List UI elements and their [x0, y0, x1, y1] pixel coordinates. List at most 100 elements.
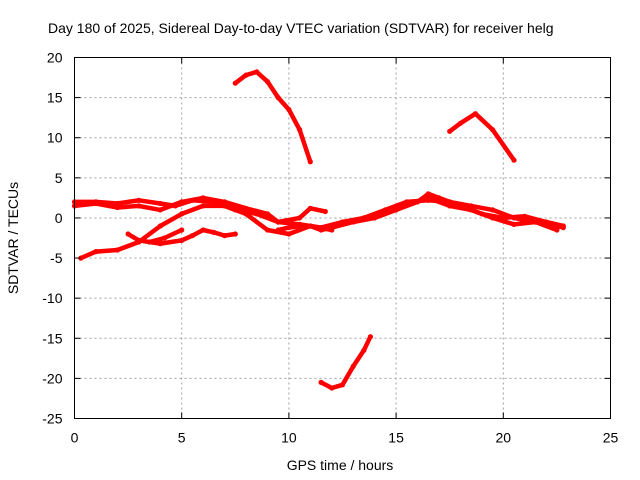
data-point: [125, 231, 131, 237]
series-track-8: [233, 69, 313, 165]
data-point: [275, 219, 281, 225]
data-point: [161, 235, 168, 241]
data-point: [490, 127, 496, 133]
axis-ticks: 0 5 10 15 20 25 -25 -20 -15 -10 -5 0 5 10 15 20: [42, 50, 618, 446]
data-point: [532, 219, 539, 225]
data-series: [71, 69, 566, 391]
data-point: [318, 379, 324, 385]
y-tick-label: 5: [55, 170, 63, 186]
data-point: [297, 127, 303, 133]
data-point: [211, 229, 217, 235]
data-point: [243, 72, 249, 78]
y-tick-label: -5: [50, 250, 63, 266]
data-point: [222, 203, 228, 209]
data-point: [457, 120, 463, 126]
x-tick-label: 10: [281, 430, 297, 446]
y-tick-label: -10: [42, 290, 62, 306]
data-point: [367, 334, 373, 340]
data-point: [361, 347, 367, 353]
data-point: [264, 227, 271, 233]
data-point: [179, 227, 185, 233]
x-axis-label: GPS time / hours: [287, 457, 394, 473]
data-point: [490, 207, 496, 213]
data-point: [275, 227, 281, 233]
data-point: [179, 199, 185, 205]
data-point: [414, 199, 421, 205]
data-point: [189, 233, 195, 239]
grid-lines: [74, 57, 611, 419]
data-point: [254, 69, 260, 75]
y-tick-label: 10: [47, 130, 63, 146]
data-point: [329, 225, 335, 231]
data-point: [490, 215, 496, 221]
data-point: [307, 205, 313, 211]
chart-title: Day 180 of 2025, Sidereal Day-to-day VTE…: [48, 20, 554, 36]
series-track-9: [447, 111, 517, 163]
data-point: [275, 95, 281, 101]
data-point: [329, 385, 335, 391]
x-tick-label: 20: [496, 430, 512, 446]
data-point: [350, 219, 356, 225]
data-point: [372, 215, 378, 221]
y-axis-label: SDTVAR / TECUs: [5, 182, 21, 294]
data-point: [136, 237, 142, 243]
data-point: [136, 197, 142, 203]
data-point: [322, 208, 328, 215]
data-point: [114, 247, 120, 253]
data-point: [297, 223, 303, 229]
data-point: [393, 207, 399, 213]
data-point: [350, 363, 356, 369]
data-point: [318, 227, 324, 233]
y-tick-label: 15: [47, 90, 63, 106]
series-track-10: [318, 334, 373, 391]
data-point: [447, 128, 453, 134]
data-point: [560, 223, 566, 229]
data-point: [200, 203, 206, 209]
data-point: [157, 223, 163, 229]
data-point: [157, 241, 163, 247]
x-tick-label: 5: [178, 430, 186, 446]
data-point: [114, 200, 120, 207]
data-point: [511, 221, 517, 227]
data-point: [264, 79, 271, 85]
data-point: [157, 207, 163, 213]
data-point: [146, 239, 153, 245]
y-tick-label: 20: [47, 50, 63, 66]
data-point: [468, 207, 474, 213]
data-point: [264, 211, 271, 217]
data-point: [243, 205, 249, 211]
data-point: [232, 231, 238, 237]
y-tick-label: -15: [42, 330, 62, 346]
data-point: [307, 159, 313, 165]
data-point: [472, 111, 478, 117]
x-tick-label: 0: [71, 430, 79, 446]
data-point: [114, 204, 120, 211]
data-point: [286, 225, 292, 231]
data-point: [136, 203, 142, 209]
data-point: [425, 191, 431, 197]
data-point: [286, 107, 292, 113]
series-track-2: [72, 195, 328, 225]
data-point: [78, 255, 84, 261]
data-point: [222, 199, 228, 205]
data-point: [297, 215, 303, 221]
data-point: [93, 249, 99, 255]
y-tick-label: -25: [42, 411, 62, 427]
data-point: [522, 213, 528, 219]
data-point: [307, 223, 313, 229]
data-point: [200, 195, 206, 201]
x-tick-label: 25: [603, 430, 619, 446]
data-point: [200, 227, 206, 233]
data-point: [157, 200, 163, 207]
y-tick-label: 0: [55, 210, 63, 226]
data-point: [425, 195, 431, 201]
data-point: [179, 211, 185, 217]
data-point: [447, 203, 453, 209]
data-point: [232, 80, 238, 86]
data-point: [243, 211, 249, 217]
data-point: [93, 200, 99, 207]
plot-frame: [74, 57, 611, 419]
data-point: [339, 382, 346, 388]
data-point: [222, 233, 228, 239]
